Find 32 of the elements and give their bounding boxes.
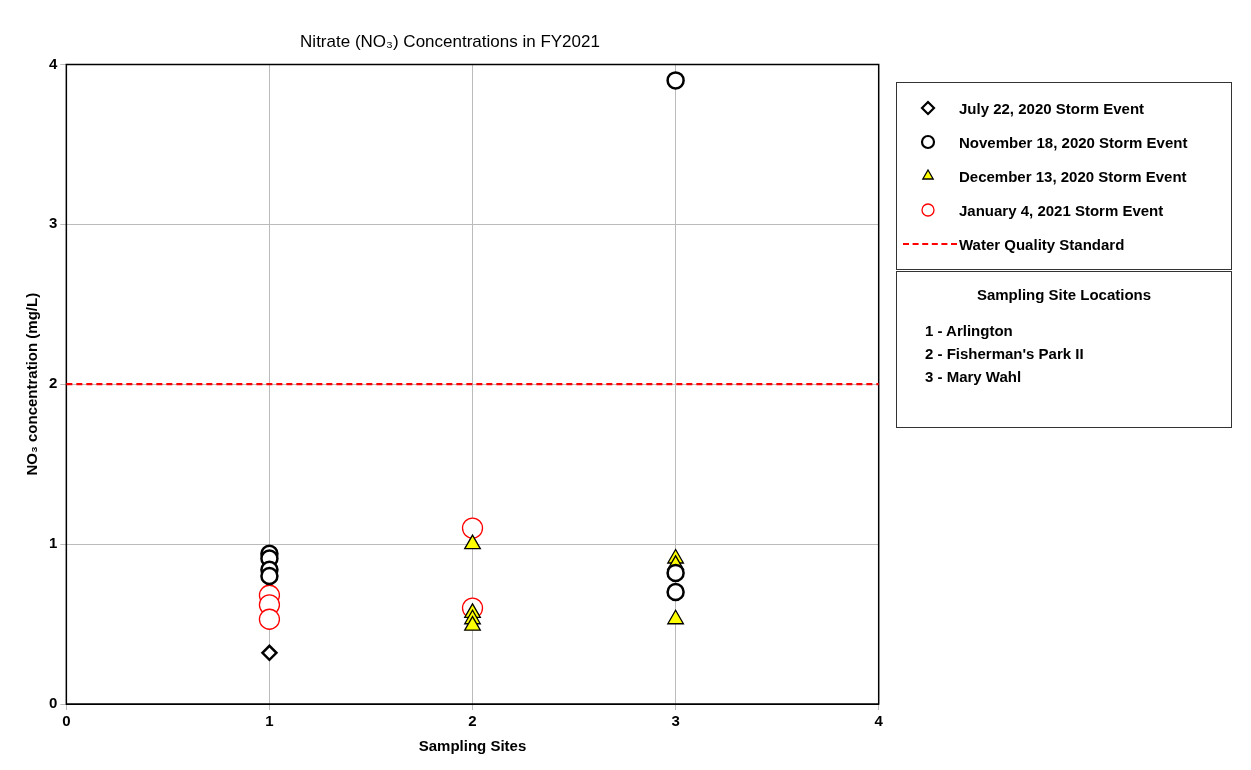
legend-label: November 18, 2020 Storm Event — [959, 133, 1188, 151]
chart-title: Nitrate (NO₃) Concentrations in FY2021 — [300, 31, 600, 51]
point — [464, 616, 481, 631]
text: Sampling Site Locations — [975, 286, 1153, 303]
x-tick-label: 4 — [874, 712, 884, 730]
point — [666, 582, 685, 602]
text: 1 - Arlington — [925, 321, 1014, 341]
x-tick-label: 2 — [468, 712, 477, 730]
legend-label: January 4, 2021 Storm Event — [959, 201, 1164, 219]
x-tick-label: 0 — [62, 712, 71, 730]
point — [666, 563, 685, 583]
point — [261, 644, 278, 662]
point — [464, 534, 481, 550]
x-axis-title: Sampling Sites — [418, 737, 527, 755]
x-tick-label: 1 — [265, 712, 274, 730]
legend-label: July 22, 2020 Storm Event — [959, 99, 1145, 117]
y-tick-label: 2 — [49, 374, 58, 392]
y-tick-label: 4 — [49, 54, 58, 72]
point — [666, 71, 685, 90]
y-tick-label: 1 — [49, 534, 58, 552]
point — [461, 517, 484, 539]
legend-label: Water Quality Standard — [959, 235, 1125, 253]
x-tick-label: 3 — [671, 712, 680, 730]
legend-label: December 13, 2020 Storm Event — [959, 167, 1187, 185]
point — [258, 608, 281, 630]
y-axis-title: NO₃ concentration (mg/L) — [23, 292, 41, 476]
y-tick-label: 0 — [49, 694, 58, 712]
point — [667, 609, 685, 625]
point — [260, 566, 279, 586]
text: 3 - Mary Wahl — [925, 367, 1023, 387]
y-tick-label: 3 — [49, 214, 58, 232]
text: 2 - Fisherman's Park II — [925, 344, 1085, 364]
